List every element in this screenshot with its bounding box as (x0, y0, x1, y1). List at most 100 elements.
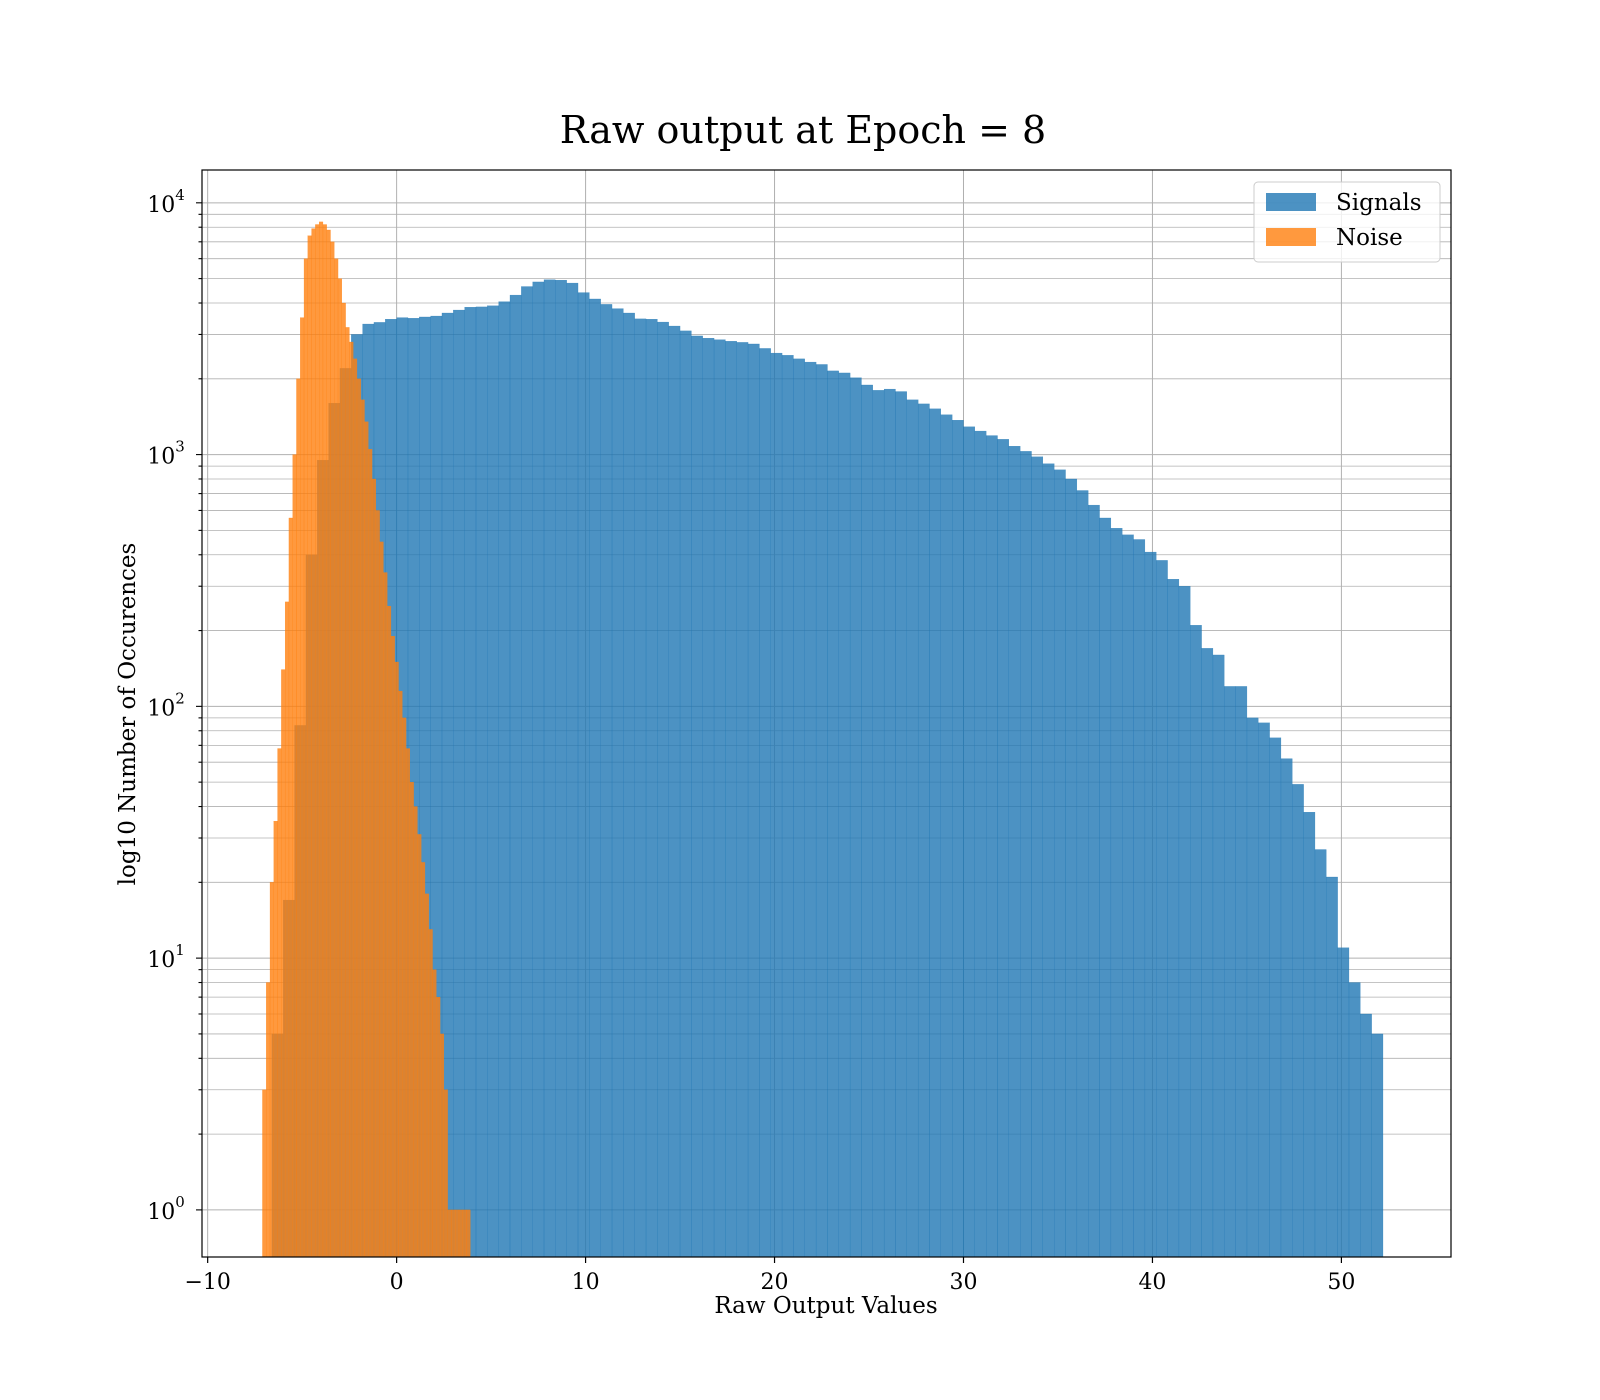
noise-bar (364, 421, 369, 1258)
signals-bar (906, 399, 919, 1258)
legend-swatch-signals (1266, 193, 1316, 211)
noise-bar (455, 1209, 460, 1258)
signals-bar (1371, 1033, 1384, 1258)
x-tick-label: 20 (761, 1270, 789, 1295)
signals-bar (952, 420, 964, 1258)
signals-bar (543, 279, 556, 1258)
noise-bar (417, 834, 422, 1258)
signals-bar (713, 339, 726, 1258)
signals-bar (1065, 478, 1078, 1258)
signals-bar (464, 307, 477, 1258)
noise-bar (387, 606, 392, 1258)
signals-bar (1054, 469, 1066, 1258)
signals-bar (679, 330, 692, 1258)
signals-bar (1201, 648, 1214, 1258)
signals-bar (521, 286, 533, 1258)
x-axis: −10 0 10 20 30 40 50 (184, 1257, 1355, 1295)
signals-bar (929, 408, 941, 1258)
y-axis: 100 101 102 103 104 (147, 186, 202, 1225)
legend: Signals Noise (1253, 181, 1441, 263)
signals-bar (770, 352, 783, 1258)
signals-bar (1144, 551, 1157, 1258)
signals-bar (453, 309, 465, 1258)
signals-bar (1088, 504, 1100, 1258)
signals-bar (1110, 528, 1123, 1258)
noise-bar (330, 241, 335, 1258)
signals-bar (963, 426, 975, 1258)
noise-bar (349, 341, 354, 1258)
noise-bar (360, 399, 365, 1258)
signals-bar (1224, 686, 1236, 1258)
noise-bar (451, 1209, 456, 1258)
signals-bar (736, 342, 749, 1258)
signals-bar (1156, 560, 1168, 1258)
noise-bar (311, 228, 316, 1258)
signals-bar (804, 361, 817, 1258)
signals-bars (271, 279, 1384, 1258)
signals-bar (1303, 812, 1316, 1258)
signals-bar (1133, 539, 1146, 1258)
x-tick-label: 40 (1138, 1270, 1166, 1295)
signals-bar (1348, 982, 1361, 1258)
signals-bar (577, 292, 590, 1258)
x-tick-label: 10 (572, 1270, 600, 1295)
signals-bar (1212, 654, 1225, 1258)
noise-bar (436, 996, 441, 1258)
noise-bar (315, 224, 320, 1258)
chart-title: Raw output at Epoch = 8 (560, 108, 1046, 152)
signals-bar (759, 348, 771, 1258)
noise-bar (402, 717, 407, 1258)
signals-bar (725, 341, 737, 1258)
noise-bar (443, 1089, 448, 1258)
signals-bar (986, 435, 998, 1258)
signals-bar (849, 377, 862, 1258)
signals-bar (623, 312, 635, 1258)
noise-bar (296, 378, 301, 1258)
signals-bar (1020, 451, 1032, 1258)
x-tick-label: 0 (390, 1270, 404, 1295)
signals-bar (532, 281, 545, 1258)
noise-bar (345, 327, 350, 1258)
legend-label-signals: Signals (1336, 190, 1422, 216)
signals-bar (634, 318, 647, 1258)
signals-bar (645, 319, 658, 1258)
y-tick-label: 104 (147, 186, 185, 218)
noise-bar (390, 636, 395, 1258)
signals-bar (1008, 446, 1021, 1258)
x-tick-label: 50 (1327, 1270, 1355, 1295)
noise-bar (371, 478, 376, 1258)
signals-bar (895, 391, 907, 1258)
signals-bar (1167, 579, 1180, 1258)
signals-bar (1246, 717, 1259, 1258)
noise-bar (337, 278, 342, 1258)
signals-bar (1258, 722, 1270, 1258)
signals-bar (1122, 534, 1134, 1258)
noise-bar (322, 224, 327, 1258)
signals-bar (1269, 737, 1282, 1258)
signals-bar (1099, 517, 1112, 1258)
signals-bar (1178, 586, 1191, 1258)
signals-bar (657, 321, 669, 1258)
noise-bar (353, 358, 358, 1258)
y-tick-label: 103 (147, 438, 185, 470)
y-axis-label: log10 Number of Occurences (115, 543, 141, 886)
signals-bar (589, 298, 601, 1258)
noise-bar (428, 929, 433, 1258)
noise-bar (262, 1089, 267, 1258)
noise-bar (379, 541, 384, 1258)
noise-bar (375, 510, 380, 1258)
noise-bar (409, 781, 414, 1258)
signals-bar (838, 372, 851, 1258)
signals-bar (940, 414, 953, 1258)
legend-swatch-noise (1266, 228, 1316, 246)
y-tick-label: 101 (147, 941, 185, 973)
y-tick-label: 100 (147, 1193, 185, 1225)
noise-bar (421, 862, 426, 1258)
signals-bar (997, 439, 1009, 1258)
signals-bar (509, 294, 522, 1258)
noise-bar (447, 1209, 452, 1258)
noise-bar (277, 748, 282, 1258)
signals-bar (1190, 625, 1202, 1258)
signals-bar (1360, 1013, 1372, 1258)
